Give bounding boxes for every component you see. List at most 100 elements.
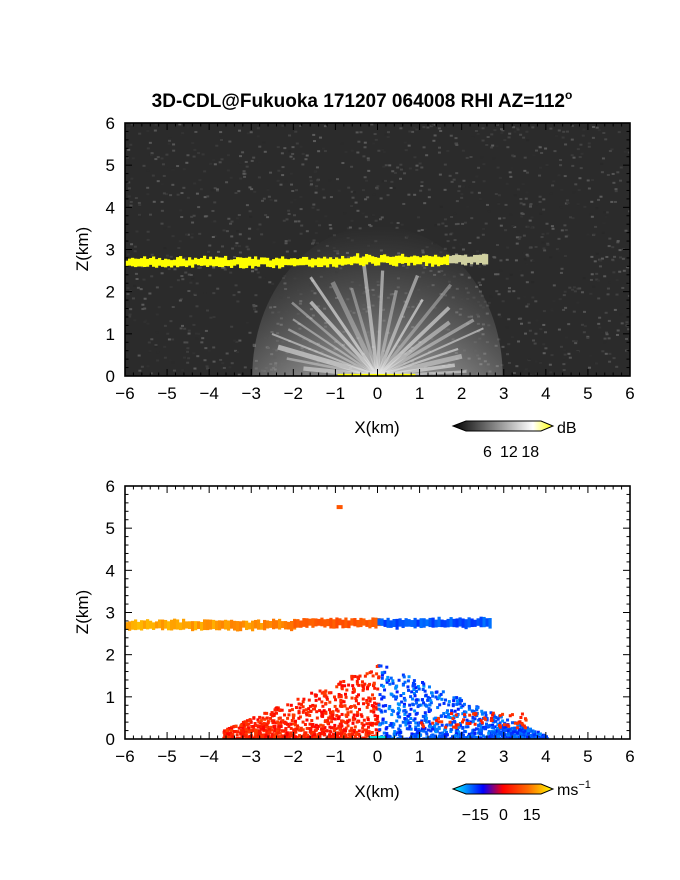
noise-speckle [165, 193, 169, 196]
noise-speckle [161, 163, 165, 166]
noise-speckle [369, 225, 373, 228]
velocity-fan-cell [346, 724, 350, 728]
noise-speckle [193, 293, 197, 296]
velocity-fan-cell [391, 679, 395, 683]
noise-speckle [477, 166, 481, 169]
noise-speckle [363, 176, 367, 179]
noise-speckle [532, 260, 536, 263]
noise-speckle [186, 196, 190, 199]
velocity-fan-cell [378, 728, 382, 732]
velocity-fan-cell [353, 704, 357, 708]
velocity-fan-cell [440, 714, 444, 718]
velocity-fan-cell [313, 733, 317, 737]
noise-speckle [301, 163, 305, 166]
noise-speckle [142, 164, 146, 167]
velocity-fan-cell [308, 713, 312, 717]
noise-speckle [505, 277, 509, 280]
noise-speckle [530, 216, 534, 219]
velocity-fan-cell [402, 675, 406, 679]
noise-speckle [497, 202, 501, 205]
noise-speckle [625, 321, 629, 324]
reflectivity-layer-cell [470, 256, 474, 265]
velocity-layer-cell [140, 620, 144, 631]
noise-speckle [468, 185, 472, 188]
noise-speckle [605, 255, 609, 258]
velocity-fan-cell [434, 727, 438, 731]
velocity-fan-cell [484, 735, 488, 739]
noise-speckle [627, 151, 630, 154]
clutter-ray [287, 328, 379, 376]
velocity-fan-cell [370, 723, 374, 727]
reflectivity-colorbar-ticks: 6 12 18 [483, 444, 539, 461]
noise-speckle [443, 218, 447, 221]
noise-speckle [138, 132, 142, 135]
noise-speckle [601, 350, 605, 353]
noise-speckle [457, 190, 461, 193]
velocity-layer-cell [476, 618, 480, 626]
velocity-fan-cell [230, 729, 234, 733]
noise-speckle [318, 224, 322, 227]
noise-speckle [198, 232, 202, 235]
velocity-fan-cell [427, 707, 431, 711]
noise-speckle [601, 157, 605, 160]
velocity-fan-cell [382, 731, 386, 735]
reflectivity-layer-cell [230, 259, 234, 268]
noise-speckle [187, 332, 191, 335]
noise-speckle [476, 250, 480, 253]
noise-speckle [572, 191, 576, 194]
velocity-fan-cell [390, 736, 394, 739]
velocity-fan-cell [424, 693, 428, 697]
noise-speckle [597, 279, 601, 282]
velocity-fan-cell [285, 731, 289, 735]
noise-speckle [479, 284, 483, 287]
velocity-fan-cell [381, 684, 385, 688]
noise-speckle [589, 278, 593, 281]
velocity-fan-cell [407, 675, 411, 679]
velocity-fan-cell [249, 728, 253, 732]
noise-speckle [328, 223, 332, 226]
velocity-fan-cell [286, 716, 290, 720]
noise-speckle [590, 273, 594, 276]
noise-speckle [163, 247, 167, 250]
noise-speckle [168, 359, 172, 362]
noise-speckle [542, 343, 546, 346]
clutter-ray [330, 281, 380, 376]
velocity-fan-cell [506, 718, 510, 722]
velocity-fan-cell [273, 708, 277, 712]
velocity-fan-cell [351, 718, 355, 722]
velocity-fan-cell [411, 703, 415, 707]
noise-speckle [564, 361, 568, 364]
velocity-fan-cell [510, 726, 514, 730]
noise-speckle [453, 239, 457, 242]
velocity-fan-cell [523, 732, 527, 736]
velocity-layer-cell [254, 619, 258, 629]
noise-speckle [285, 218, 289, 221]
noise-speckle [248, 227, 252, 230]
noise-speckle [389, 186, 393, 189]
velocity-fan-cell [463, 729, 467, 733]
velocity-fan-cell [241, 720, 245, 724]
noise-speckle [187, 273, 191, 276]
velocity-fan-cell [365, 722, 369, 726]
noise-speckle [163, 345, 167, 348]
noise-speckle [570, 138, 574, 141]
velocity-layer-cell [353, 618, 357, 627]
reflectivity-layer-cell [146, 258, 150, 267]
velocity-fan-cell [495, 729, 499, 733]
velocity-xtick-label: −5 [157, 747, 176, 766]
velocity-fan-cell [485, 722, 489, 726]
velocity-fan-cell [288, 709, 292, 713]
noise-speckle [131, 157, 135, 160]
noise-speckle [256, 228, 260, 231]
velocity-fan-cell [437, 727, 441, 731]
noise-speckle [562, 357, 566, 360]
noise-speckle [236, 300, 240, 303]
velocity-fan-cell [420, 698, 424, 702]
velocity-fan-cell [471, 715, 475, 719]
noise-speckle [138, 369, 142, 372]
noise-speckle [448, 174, 452, 177]
velocity-fan-cell [514, 736, 518, 739]
noise-speckle [308, 176, 312, 179]
velocity-fan-cell [397, 727, 401, 731]
noise-speckle [287, 209, 291, 212]
